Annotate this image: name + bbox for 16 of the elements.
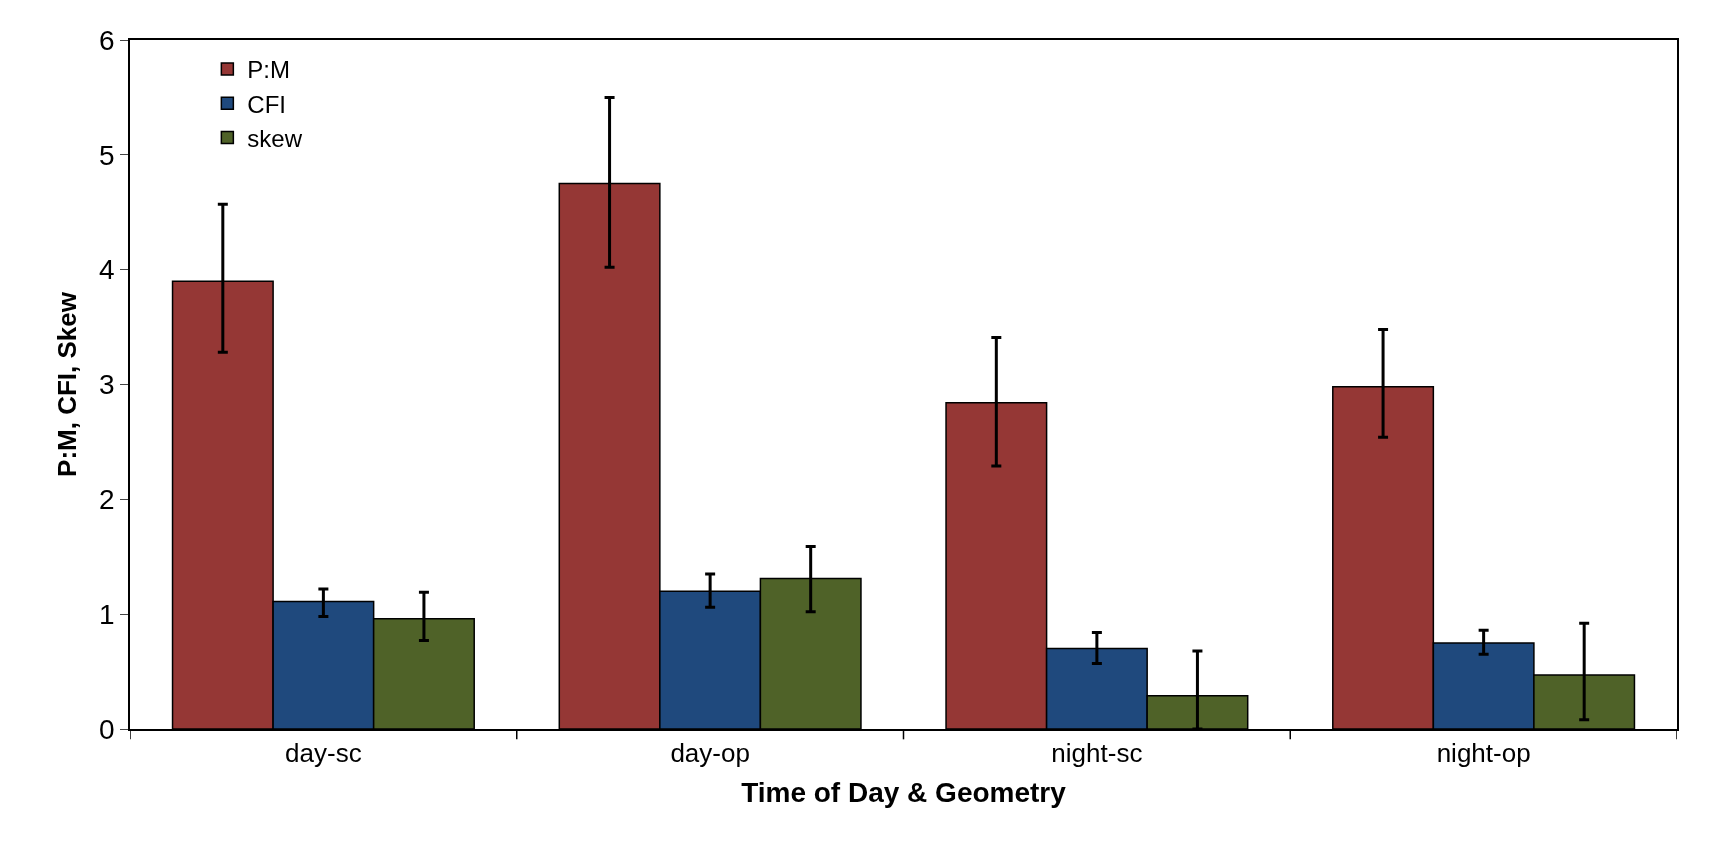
y-tick-label: 3 (99, 369, 115, 401)
y-tick-label: 1 (99, 598, 115, 630)
legend-label: P:M (247, 56, 291, 84)
x-tick-label: day-sc (285, 737, 362, 768)
y-tick-label: 0 (99, 713, 115, 745)
x-tick-label: day-op (670, 737, 750, 768)
y-tick-label: 5 (99, 139, 115, 171)
x-tick-label: night-op (1436, 737, 1531, 768)
legend-label: skew (247, 124, 303, 152)
x-tick-label: night-sc (1051, 737, 1143, 768)
y-tick-label: 6 (99, 24, 115, 56)
y-tick-label: 4 (99, 254, 115, 286)
y-tick-label: 2 (99, 484, 115, 516)
legend-label: CFI (247, 90, 287, 118)
x-axis-title: Time of Day & Geometry (741, 776, 1067, 808)
y-axis-title: P:M, CFI, Skew (51, 291, 82, 477)
